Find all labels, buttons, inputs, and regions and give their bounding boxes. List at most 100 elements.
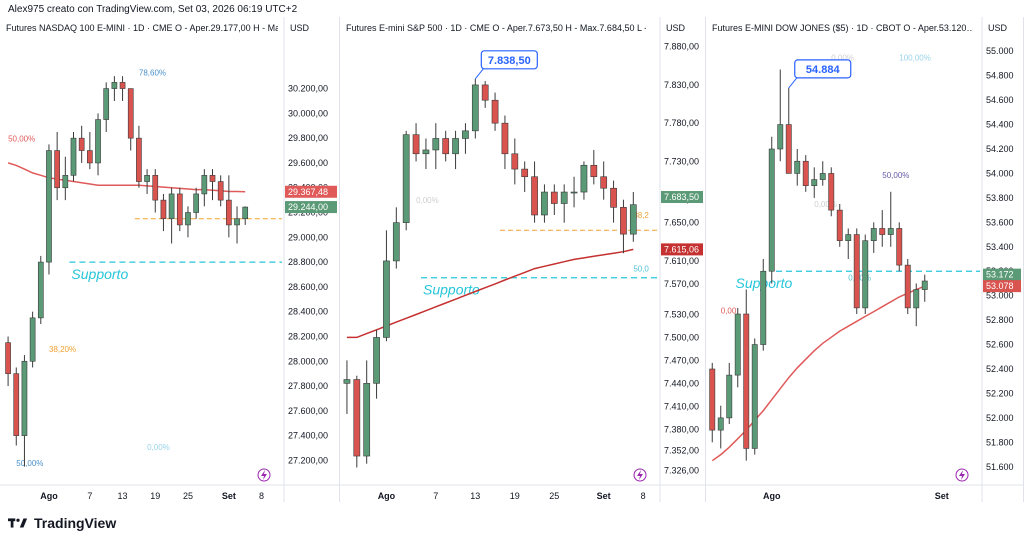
fib-level-label: 0,00% [416, 196, 439, 205]
candle-body [709, 368, 716, 431]
candle-body [29, 317, 36, 362]
y-tick-label: 7.730,00 [664, 156, 699, 166]
candle-body [201, 175, 208, 195]
y-tick-label: 52.200 [986, 388, 1014, 398]
candle-body [836, 209, 843, 241]
lightning-icon-glyph [261, 470, 267, 480]
candle-body [819, 173, 826, 180]
candle-body [811, 179, 818, 186]
x-tick-label: 25 [549, 491, 559, 501]
price-callout-label: 54.884 [806, 64, 841, 76]
nasdaq-chart-svg[interactable]: 30.200,0030.000,0029.800,0029.600,0029.4… [0, 17, 340, 502]
y-tick-label: 30.200,00 [288, 84, 328, 94]
candle-body [185, 212, 191, 226]
price-label-tag [983, 280, 1021, 293]
y-tick-label: 52.000 [986, 413, 1014, 423]
y-tick-label: 51.800 [986, 437, 1014, 447]
fib-level-label: 38,2 [633, 211, 649, 220]
sp500-chart-svg[interactable]: 7.880,007.830,007.780,007.730,007.690,00… [340, 17, 706, 502]
y-tick-label: 27.200,00 [288, 455, 328, 465]
fib-level-label: 0,00% [147, 443, 170, 452]
y-tick-label: 7.352,00 [664, 446, 699, 456]
candle-body [717, 417, 724, 431]
candle-body [620, 207, 627, 235]
y-tick-label: 52.400 [986, 364, 1014, 374]
candle-body [471, 84, 479, 132]
candle-body [870, 228, 877, 241]
candle-body [353, 379, 361, 457]
candle-body [119, 82, 126, 89]
candle-body [13, 373, 20, 436]
candle-body [521, 168, 529, 178]
candle-body [768, 148, 775, 272]
y-tick-label: 27.800,00 [288, 381, 328, 391]
sp500-currency: USD [666, 23, 686, 33]
candle-body [226, 199, 232, 226]
y-tick-label: 28.200,00 [288, 331, 328, 341]
x-tick-label: 25 [183, 491, 193, 501]
fib-level-label: 50,00% [882, 171, 909, 180]
y-tick-label: 53.000 [986, 291, 1014, 301]
candle-body [87, 150, 93, 164]
candle-body [432, 138, 440, 151]
candle-body [828, 173, 835, 211]
y-tick-label: 53.400 [986, 242, 1014, 252]
dow-chart-svg[interactable]: 55.000 54.800 54.600 54.400 54.200 54.000 53.8… [706, 17, 1024, 502]
y-tick-label: 7.326,00 [664, 466, 699, 476]
support-label: Supporto [71, 266, 128, 282]
footer: TradingView [8, 512, 116, 534]
y-tick-label: 28.000,00 [288, 356, 328, 366]
candle-body [422, 149, 430, 155]
candle-body [501, 122, 509, 155]
price-label-tag [285, 201, 337, 214]
fib-level-label: 50,0 [633, 265, 649, 274]
dow-chart-title: Futures E-MINI DOW JONES ($5) · 1D · CBO… [712, 23, 972, 33]
candle-body [46, 150, 52, 263]
candle-body [234, 218, 240, 226]
y-tick-label: 7.380,00 [664, 424, 699, 434]
candle-body [363, 383, 371, 457]
candle-body [392, 222, 400, 262]
y-tick-label: 29.800,00 [288, 133, 328, 143]
candle-body [913, 289, 920, 309]
candle-body [590, 164, 598, 178]
y-tick-label: 7.500,00 [664, 332, 699, 342]
x-tick-label: Ago [378, 491, 396, 501]
dow-chart-panel[interactable]: 55.000 54.800 54.600 54.400 54.200 54.000 53.8… [706, 17, 1024, 502]
y-tick-label: 29.000,00 [288, 232, 328, 242]
moving-average-line [346, 248, 634, 339]
price-label-tag [661, 191, 703, 204]
nasdaq-chart-panel[interactable]: 30.200,0030.000,0029.800,0029.600,0029.4… [0, 17, 340, 502]
candle-body [845, 234, 852, 241]
y-tick-label: 55.000 [986, 46, 1014, 56]
y-tick-label: 7.650,00 [664, 218, 699, 228]
candle-body [21, 360, 28, 436]
x-tick-label: 13 [470, 491, 480, 501]
candle-body [343, 379, 351, 384]
y-tick-label: 28.400,00 [288, 307, 328, 317]
sp500-chart-title: Futures E-mini S&P 500 · 1D · CME O - Ap… [346, 23, 646, 33]
candle-body [853, 234, 860, 309]
tradingview-brand: TradingView [34, 515, 117, 531]
candle-body [70, 137, 77, 176]
x-tick-label: 19 [510, 491, 520, 501]
candle-body [726, 374, 733, 419]
candle-body [452, 138, 459, 155]
price-callout-box [794, 59, 852, 79]
candle-body [491, 99, 499, 124]
fib-level-label: 50,00% [8, 134, 35, 143]
y-tick-label: 54.000 [986, 168, 1014, 178]
candle-body [136, 137, 142, 182]
candle-body [734, 313, 741, 376]
candle-body [921, 280, 928, 290]
x-tick-label: Ago [40, 491, 58, 501]
price-label-tag [983, 268, 1021, 281]
candle-body [802, 160, 809, 186]
y-tick-label: 7.610,00 [664, 256, 699, 266]
y-tick-label: 7.470,00 [664, 355, 699, 365]
lightning-icon [955, 468, 969, 482]
sp500-chart-panel[interactable]: 7.880,007.830,007.780,007.730,007.690,00… [340, 17, 706, 502]
candle-body [600, 176, 608, 189]
x-tick-label: Set [597, 491, 611, 501]
price-label-value: 53.172 [986, 270, 1014, 280]
